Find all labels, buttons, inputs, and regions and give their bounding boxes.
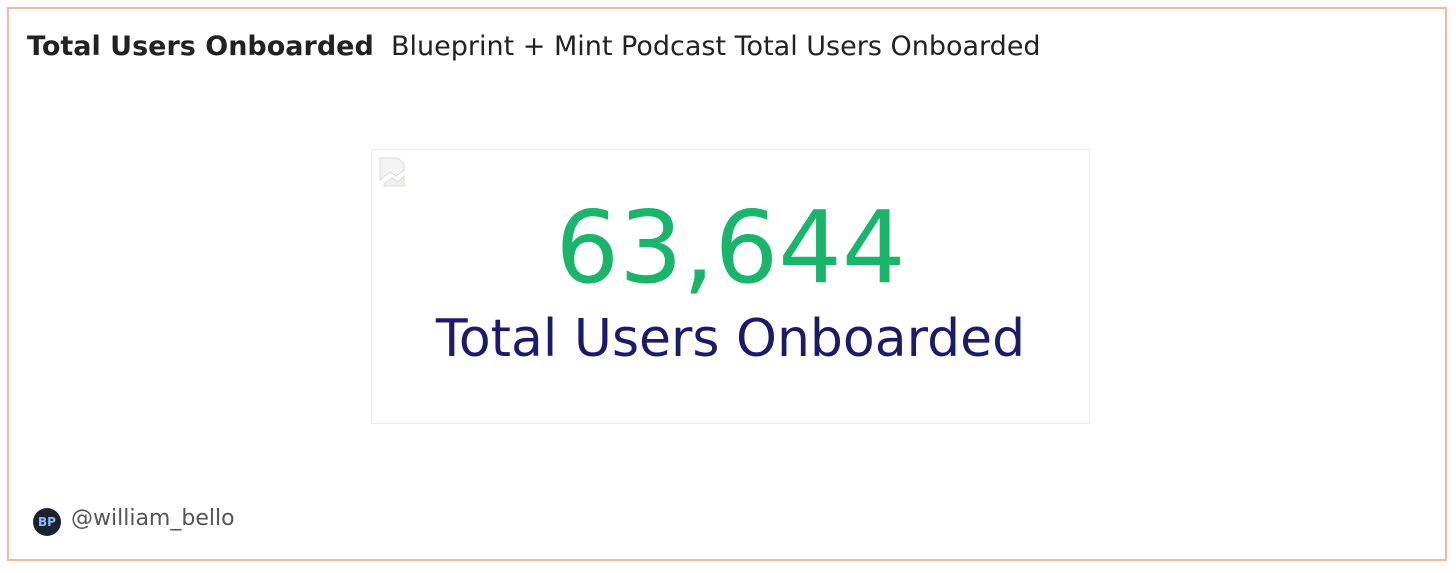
author-avatar[interactable]: BP <box>33 508 61 536</box>
counter-value: 63,644 <box>555 189 906 306</box>
counter-label: Total Users Onboarded <box>435 309 1026 369</box>
counter-panel: 63,644 Total Users Onboarded <box>371 149 1090 424</box>
broken-image-icon <box>379 157 405 187</box>
author-name[interactable]: @william_bello <box>71 506 235 531</box>
widget-card: Total Users Onboarded Blueprint + Mint P… <box>7 7 1447 561</box>
widget-subtitle: Blueprint + Mint Podcast Total Users Onb… <box>391 31 1041 62</box>
widget-title: Total Users Onboarded <box>27 31 374 62</box>
